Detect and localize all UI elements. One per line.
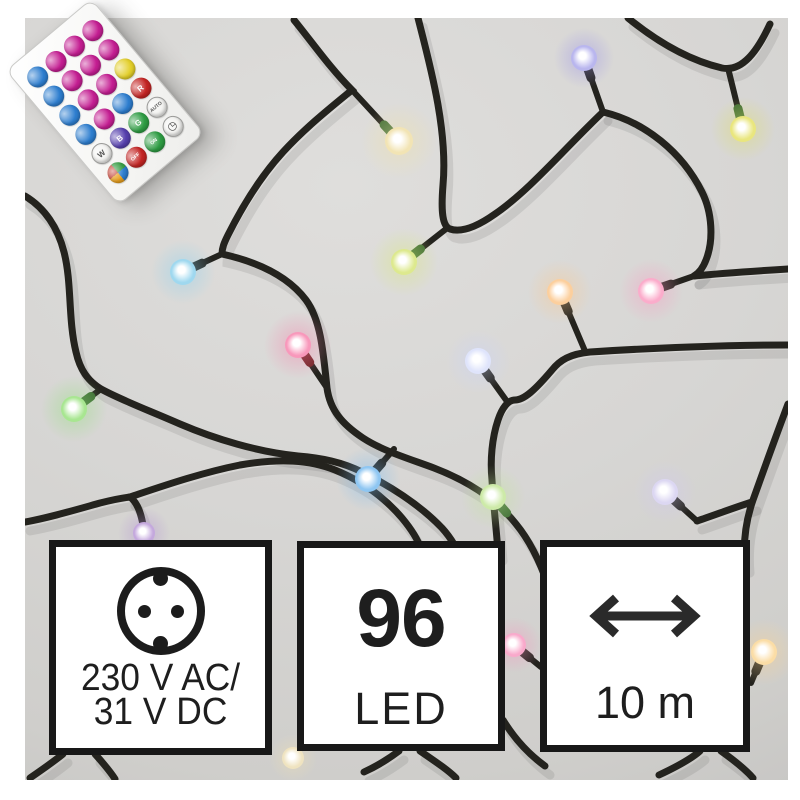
spec-box-led-count: 96 LED <box>297 541 505 751</box>
led-light-lilac-white <box>554 28 614 115</box>
socket-notch-top <box>153 571 168 586</box>
led-light-pink <box>619 259 697 323</box>
led-count-value: 96 <box>356 573 446 664</box>
spec-box-power: 230 V AC/ 31 V DC <box>49 540 272 755</box>
socket-pin-right <box>170 605 184 618</box>
double-arrow-icon <box>585 591 705 646</box>
led-light-yellow-green <box>711 69 775 161</box>
power-socket-icon <box>116 567 205 655</box>
led-light-pale-green <box>461 465 525 529</box>
led-light-warm-white <box>349 87 437 179</box>
voltage-line-2: 31 V DC <box>93 691 228 733</box>
led-light-blue-white <box>446 329 510 403</box>
length-label: 10 m <box>594 677 696 728</box>
product-photo: R W B G AUTO OFF ON ◷ 230 V AC/ 31 V DC 96 LED <box>5 0 788 780</box>
led-light-pale-lime <box>370 226 449 296</box>
socket-pin-left <box>137 605 151 618</box>
led-light-hot-pink <box>264 311 332 391</box>
led-light-white-lilac <box>634 461 700 524</box>
led-count-label: LED <box>354 683 448 734</box>
socket-notch-bottom <box>153 636 168 651</box>
led-light-light-blue <box>336 446 400 511</box>
voltage-text: 230 V AC/ 31 V DC <box>80 657 241 733</box>
light-string <box>25 18 788 780</box>
led-light-cyan <box>151 240 225 304</box>
led-lights-layer <box>41 28 788 780</box>
led-light-peach <box>528 260 592 354</box>
spec-box-length: 10 m <box>540 540 750 752</box>
voltage-line-1: 230 V AC/ <box>80 657 241 699</box>
led-light-green <box>41 376 107 442</box>
